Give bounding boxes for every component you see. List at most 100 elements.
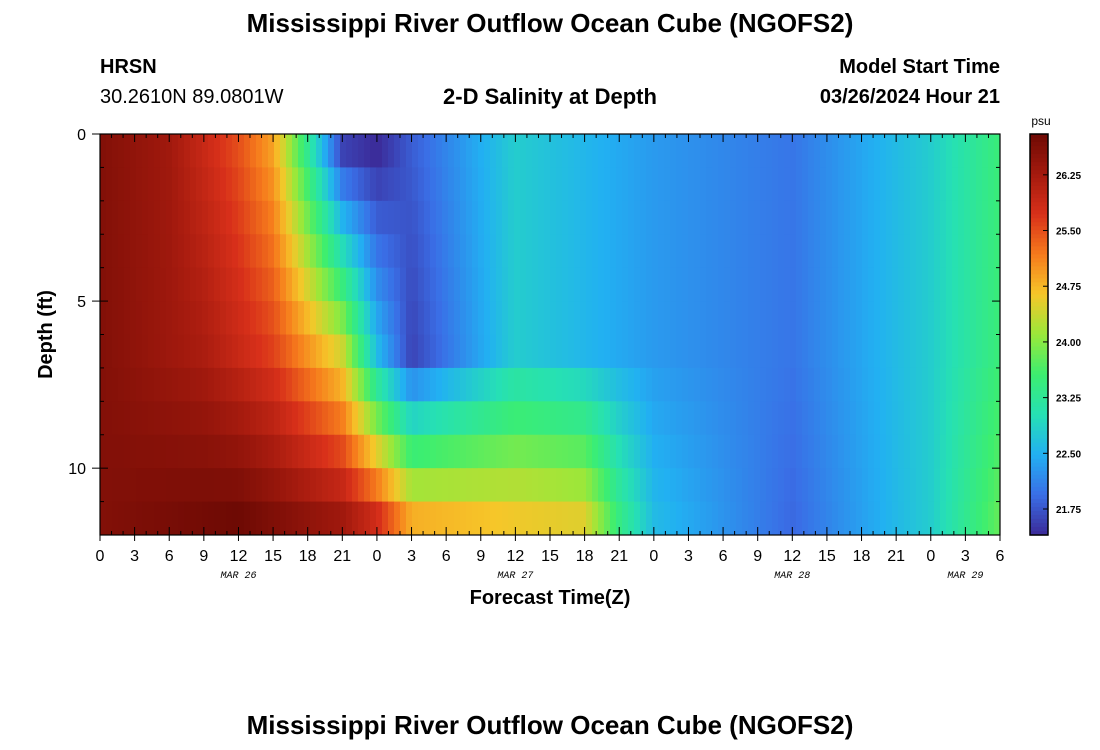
x-tick-label: 3	[130, 548, 139, 565]
heatmap-cell	[334, 200, 341, 235]
heatmap-cell	[376, 401, 383, 436]
heatmap-cell	[706, 367, 713, 402]
heatmap-cell	[478, 401, 485, 436]
heatmap-cell	[718, 234, 725, 269]
heatmap-cell	[862, 501, 869, 536]
heatmap-cell	[868, 367, 875, 402]
heatmap-cell	[502, 134, 509, 168]
heatmap-cell	[538, 501, 545, 536]
heatmap-cell	[526, 134, 533, 168]
heatmap-cell	[886, 267, 893, 302]
heatmap-cell	[562, 334, 569, 369]
heatmap-cell	[772, 334, 779, 369]
heatmap-cell	[592, 401, 599, 436]
heatmap-cell	[994, 468, 1001, 503]
heatmap-cell	[922, 234, 929, 269]
heatmap-cell	[748, 501, 755, 536]
heatmap-cell	[970, 200, 977, 235]
heatmap-cell	[418, 267, 425, 302]
heatmap-cell	[568, 434, 575, 469]
heatmap-cell	[598, 134, 605, 168]
colorbar-segment	[1030, 206, 1048, 211]
colorbar-segment	[1030, 282, 1048, 287]
heatmap-cell	[208, 334, 215, 369]
colorbar-segment	[1030, 186, 1048, 191]
colorbar-segment	[1030, 418, 1048, 424]
heatmap-cell	[112, 501, 119, 536]
heatmap-cell	[166, 134, 173, 168]
heatmap-cell	[232, 401, 239, 436]
heatmap-cell	[610, 334, 617, 369]
heatmap-cell	[964, 234, 971, 269]
heatmap-cell	[934, 267, 941, 302]
heatmap-cell	[442, 501, 449, 536]
heatmap-cell	[874, 434, 881, 469]
heatmap-cell	[922, 468, 929, 503]
heatmap-cell	[208, 167, 215, 202]
heatmap-cell	[742, 301, 749, 335]
heatmap-cell	[892, 301, 899, 335]
heatmap-cell	[868, 267, 875, 302]
heatmap-cell	[976, 468, 983, 503]
heatmap-cell	[598, 234, 605, 269]
heatmap-cell	[826, 401, 833, 436]
heatmap-cell	[706, 434, 713, 469]
heatmap-cell	[448, 134, 455, 168]
heatmap-cell	[124, 401, 131, 436]
colorbar-segment	[1030, 366, 1048, 372]
heatmap-cell	[418, 334, 425, 369]
heatmap-cell	[652, 334, 659, 369]
heatmap-cell	[214, 334, 221, 369]
heatmap-cell	[598, 200, 605, 235]
heatmap-cell	[952, 301, 959, 335]
heatmap-cell	[400, 301, 407, 335]
colorbar-segment	[1030, 346, 1048, 352]
heatmap-cell	[616, 401, 623, 436]
heatmap-cell	[178, 367, 185, 402]
heatmap-cell	[706, 200, 713, 235]
heatmap-cell	[226, 167, 233, 202]
heatmap-cell	[322, 367, 329, 402]
heatmap-cell	[394, 134, 401, 168]
heatmap-cell	[718, 468, 725, 503]
heatmap-cell	[616, 501, 623, 536]
heatmap-cell	[568, 468, 575, 503]
heatmap-cell	[640, 501, 647, 536]
heatmap-cell	[964, 401, 971, 436]
heatmap-cell	[184, 200, 191, 235]
heatmap-cell	[670, 267, 677, 302]
heatmap-cell	[682, 200, 689, 235]
heatmap-cell	[166, 334, 173, 369]
heatmap-cell	[910, 267, 917, 302]
heatmap-cell	[160, 401, 167, 436]
heatmap-cell	[502, 167, 509, 202]
heatmap-cell	[658, 367, 665, 402]
heatmap-cell	[778, 468, 785, 503]
heatmap-cell	[472, 367, 479, 402]
heatmap-cell	[208, 367, 215, 402]
heatmap-cell	[886, 468, 893, 503]
heatmap-cell	[466, 468, 473, 503]
heatmap-cell	[628, 134, 635, 168]
heatmap-cell	[790, 134, 797, 168]
heatmap-cell	[346, 367, 353, 402]
heatmap-cell	[886, 501, 893, 536]
heatmap-cell	[214, 301, 221, 335]
colorbar-segment	[1030, 190, 1048, 195]
heatmap-cell	[346, 468, 353, 503]
x-tick-label: 6	[442, 548, 451, 565]
heatmap-cell	[850, 401, 857, 436]
heatmap-cell	[838, 501, 845, 536]
heatmap-cell	[304, 501, 311, 536]
heatmap-cell	[586, 367, 593, 402]
heatmap-cell	[970, 301, 977, 335]
heatmap-cell	[574, 468, 581, 503]
heatmap-cell	[322, 200, 329, 235]
heatmap-cell	[388, 200, 395, 235]
heatmap-cell	[946, 501, 953, 536]
heatmap-cell	[934, 134, 941, 168]
heatmap-cell	[994, 367, 1001, 402]
heatmap-cell	[832, 468, 839, 503]
heatmap-cell	[658, 267, 665, 302]
heatmap-cell	[754, 468, 761, 503]
